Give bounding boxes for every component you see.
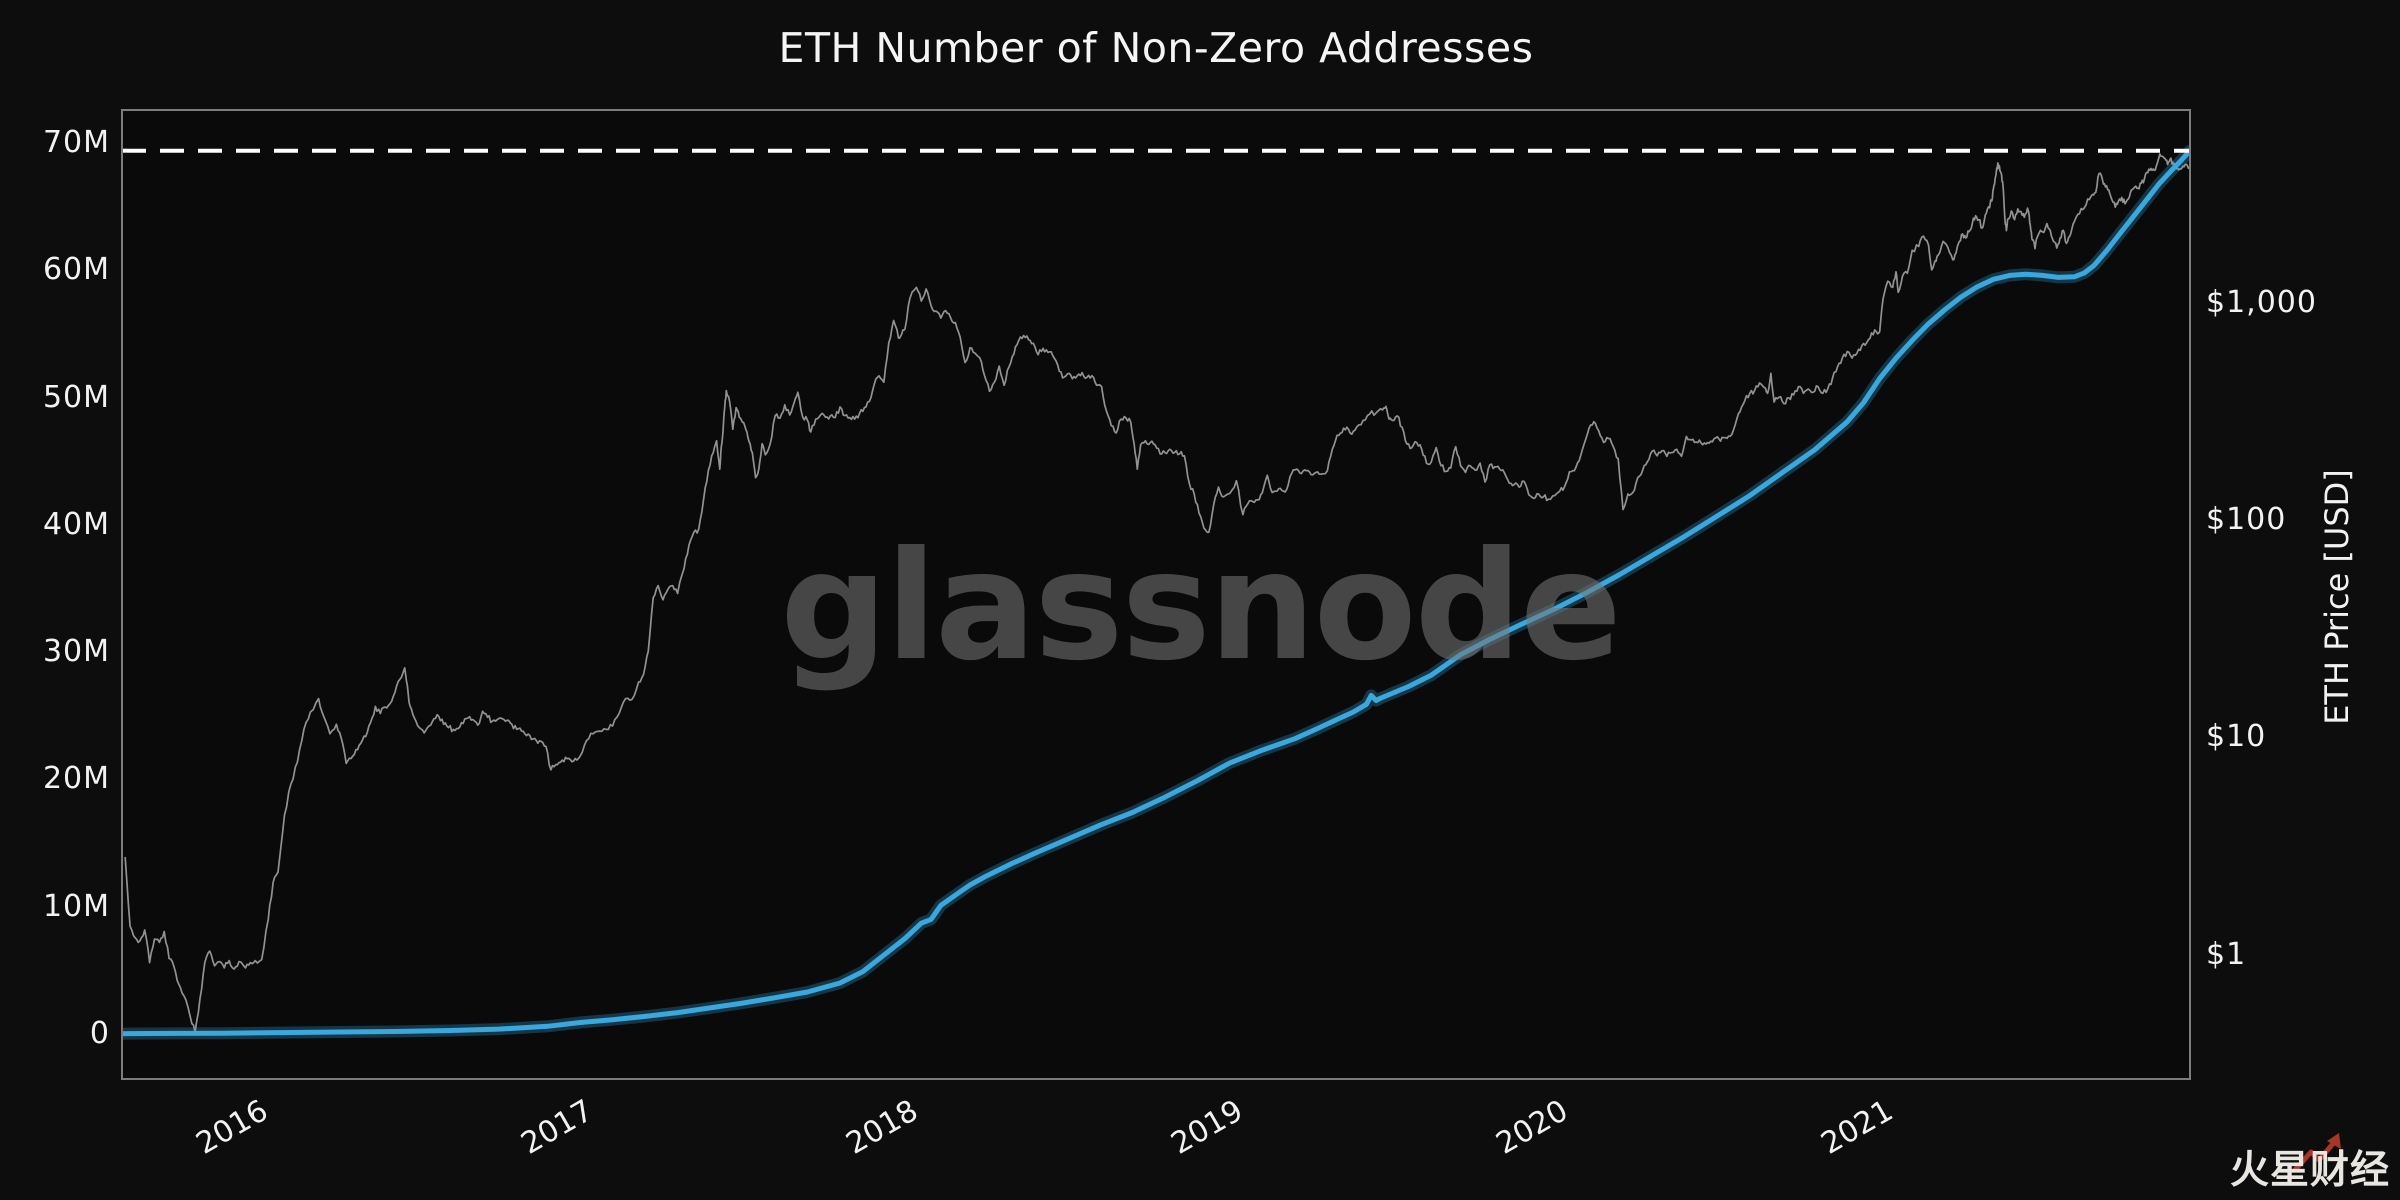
right-axis-title: ETH Price [USD] — [2318, 469, 2356, 725]
chart-title: ETH Number of Non-Zero Addresses — [778, 24, 1534, 72]
glassnode-watermark: glassnode — [780, 520, 1622, 694]
left-axis-tick-label: 50M — [42, 379, 110, 415]
left-axis-tick-label: 30M — [42, 634, 110, 670]
mars-arrowhead-icon — [2327, 1133, 2341, 1149]
right-axis-tick-label: $10 — [2206, 719, 2267, 755]
left-axis-tick-label: 20M — [42, 761, 110, 797]
price-line — [124, 153, 2190, 1034]
mars-finance-watermark: 火星财经 — [2229, 1148, 2390, 1193]
left-axis-tick-label: 40M — [42, 506, 110, 542]
right-axis-tick-label: $1 — [2206, 936, 2247, 972]
right-axis-tick-label: $100 — [2206, 502, 2287, 538]
left-axis-tick-label: 10M — [42, 888, 110, 924]
left-axis-tick-label: 70M — [42, 125, 110, 161]
plot-border — [121, 109, 2191, 1080]
addresses-line — [122, 148, 2190, 1037]
left-axis-tick-label: 0 — [89, 1015, 110, 1051]
right-axis-tick-label: $1,000 — [2206, 284, 2317, 320]
plot-background — [122, 110, 2190, 1079]
left-axis-tick-label: 60M — [42, 252, 110, 288]
mars-arrow-icon — [2292, 1136, 2340, 1173]
